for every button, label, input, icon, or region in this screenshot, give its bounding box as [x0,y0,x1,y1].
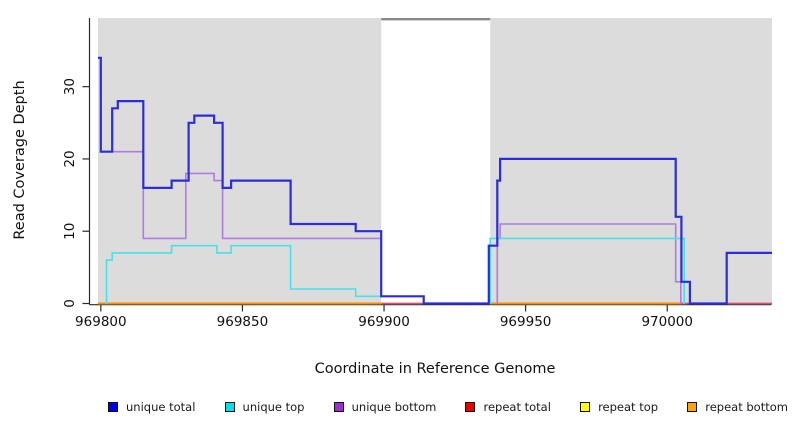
legend-item-repeat-total: repeat total [465,400,551,414]
legend-label: unique total [126,400,196,414]
legend-item-unique-bottom: unique bottom [333,400,437,414]
legend-item-unique-top: unique top [224,400,305,414]
x-tick-label: 969800 [75,314,127,330]
x-tick-label: 969850 [217,314,269,330]
x-tick-label: 969900 [358,314,410,330]
legend-swatch-unique-top [224,402,235,412]
legend-swatch-repeat-bottom [687,402,698,412]
x-tick-label: 970000 [641,314,693,330]
x-axis-title: Coordinate in Reference Genome [314,361,556,377]
legend-label: repeat total [483,400,551,414]
masked-region [381,18,491,304]
y-tick-label: 20 [62,150,78,167]
y-tick-label: 0 [62,299,78,308]
x-tick-label: 969950 [500,314,552,330]
legend-item-repeat-bottom: repeat bottom [687,400,788,414]
series-unique-top-line [105,237,686,305]
legend-label: unique bottom [351,400,437,414]
legend: unique total unique top unique bottom repea… [108,400,788,414]
legend-label: unique top [242,400,305,414]
legend-label: repeat top [598,400,659,414]
legend-swatch-repeat-total [465,402,476,412]
y-tick-label: 30 [62,78,78,95]
y-tick-label: 10 [62,223,78,240]
legend-swatch-unique-total [108,402,118,412]
legend-label: repeat bottom [705,400,788,414]
series-unique-total-line [98,56,772,305]
legend-item-repeat-top: repeat top [580,400,658,414]
legend-swatch-unique-bottom [333,402,344,412]
legend-item-unique-total: unique total [108,400,195,414]
y-axis-title: Read Coverage Depth [12,80,28,240]
legend-swatch-repeat-top [580,402,591,412]
